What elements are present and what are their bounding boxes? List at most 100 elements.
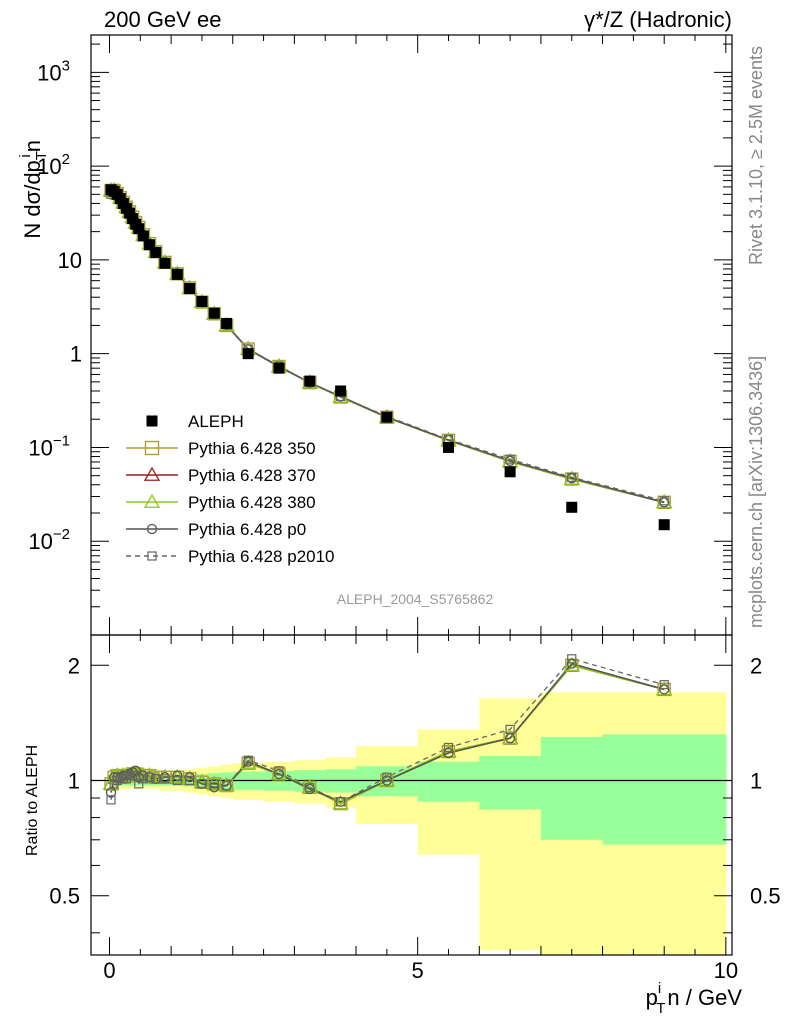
main-point-s5-26 <box>567 472 577 482</box>
main-y-tick-label-1: 10−1 <box>28 432 70 460</box>
legend-label-2: Pythia 6.428 370 <box>188 466 316 485</box>
main-point-s5-27 <box>659 496 669 506</box>
y-axis-title-main: N dσ/dpTin <box>17 140 50 239</box>
ratio-point-s3-9 <box>133 772 144 783</box>
ratio-point-s4-12 <box>151 774 161 784</box>
y-axis-title-ratio: Ratio to ALEPH <box>24 745 41 856</box>
ratio-point-s4-22 <box>336 797 346 807</box>
rivet-version-label: Rivet 3.1.10, ≥ 2.5M events <box>746 46 766 265</box>
legend-label-0: ALEPH <box>188 412 244 431</box>
legend-marker-0 <box>146 415 158 427</box>
ratio-point-s4-21 <box>305 782 315 792</box>
ratio-band-inner-26 <box>540 736 604 840</box>
x-title-main: p <box>646 985 658 1010</box>
ratio-point-s4-13 <box>160 774 170 784</box>
legend-marker-4 <box>146 523 158 535</box>
legend: ALEPH Pythia 6.428 350 Pythia 6.428 370 Pyt… <box>126 412 335 566</box>
watermark: ALEPH_2004_S5765862 <box>337 591 494 607</box>
ratio-band-outer-25 <box>479 698 542 951</box>
y-title-sup: i <box>17 154 34 157</box>
main-y-tick-label-3: 10 <box>58 248 82 273</box>
ratio-point-s4-19 <box>243 755 253 765</box>
main-point-s0-13 <box>159 257 171 269</box>
main-point-s0-10 <box>137 230 149 242</box>
ratio-point-s3-14 <box>172 770 183 781</box>
legend-label-5: Pythia 6.428 p2010 <box>188 547 335 566</box>
x-axis-title: pi Tn / GeV <box>646 980 743 1017</box>
y-title-end: n <box>20 140 45 152</box>
ratio-point-s4-0 <box>106 795 116 805</box>
ratio-point-s3-26 <box>566 658 577 669</box>
ratio-point-s4-26 <box>567 654 577 664</box>
svg-text:N dσ/dpTin: N dσ/dpTin <box>17 140 50 239</box>
main-point-s0-6 <box>124 207 136 219</box>
header-left: 200 GeV ee <box>104 7 221 32</box>
ratio-point-s4-18 <box>221 780 232 791</box>
legend-label-3: Pythia 6.428 380 <box>188 493 316 512</box>
ratio-point-s3-24 <box>443 747 454 759</box>
ratio-y-tick-label-right-0: 0.5 <box>750 884 781 909</box>
header-right: γ*/Z (Hadronic) <box>584 7 732 32</box>
ratio-band-inner-25 <box>479 755 542 810</box>
ratio-point-s3-8 <box>130 765 141 776</box>
ratio-point-s2-25 <box>501 729 519 745</box>
legend-label-1: Pythia 6.428 350 <box>188 439 316 458</box>
x-title-sub: T <box>656 1000 665 1017</box>
mcplots-label: mcplots.cern.ch [arXiv:1306.3436] <box>746 356 766 628</box>
ratio-point-s4-5 <box>121 774 132 784</box>
ratio-point-s4-15 <box>185 775 195 786</box>
legend-label-4: Pythia 6.428 p0 <box>188 520 306 539</box>
ratio-point-s4-14 <box>172 775 182 786</box>
main-panel-frame <box>90 34 733 636</box>
main-point-s0-23 <box>381 411 393 423</box>
ratio-panel: 0.5 0.5 1 1 2 2 0 5 10 <box>49 634 781 983</box>
ratio-point-s4-10 <box>138 774 148 784</box>
main-panel: 10−2 10−1 1 10 102 103 ALEPH_2004_S5765862 AL… <box>28 34 733 636</box>
legend-marker-5 <box>147 551 157 561</box>
legend-marker-1 <box>144 440 160 456</box>
ratio-band-inner-27 <box>602 734 727 845</box>
ratio-point-s4-27 <box>659 680 669 690</box>
main-point-s0-11 <box>144 239 156 251</box>
main-point-s0-27 <box>658 519 670 531</box>
x-title-end: n / GeV <box>667 985 742 1010</box>
main-point-s0-25 <box>504 466 516 478</box>
ratio-point-s4-1 <box>109 779 119 789</box>
ratio-point-s4-17 <box>209 779 219 789</box>
y-title-sub: T <box>33 151 50 160</box>
ratio-y-tick-label-left-2: 2 <box>68 653 80 678</box>
main-point-s0-24 <box>442 441 454 453</box>
main-point-s0-9 <box>133 223 145 235</box>
x-tick-label-1: 5 <box>412 958 424 983</box>
ratio-point-s2-26 <box>563 656 580 672</box>
y-title-main: N dσ/dp <box>20 160 45 238</box>
ratio-point-s4-20 <box>274 766 284 776</box>
ratio-point-s4-11 <box>144 772 155 782</box>
main-point-s0-12 <box>150 246 162 258</box>
main-point-s0-21 <box>304 375 316 387</box>
main-point-s0-7 <box>127 213 139 225</box>
main-point-s0-19 <box>242 348 254 360</box>
main-point-s0-20 <box>273 362 285 374</box>
ratio-y-tick-label-right-1: 1 <box>750 769 762 794</box>
main-y-tick-label-4: 102 <box>37 151 70 179</box>
ratio-point-s4-16 <box>197 779 207 789</box>
main-point-s0-18 <box>221 317 233 329</box>
ratio-point-s4-2 <box>112 775 122 786</box>
ratio-point-s4-24 <box>443 742 454 753</box>
main-point-s0-17 <box>208 307 220 319</box>
ratio-panel-frame <box>90 634 733 956</box>
ratio-y-tick-label-left-0: 0.5 <box>49 884 80 909</box>
legend-marker-2 <box>143 466 161 481</box>
main-y-tick-label-0: 10−2 <box>28 526 70 554</box>
x-tick-label-2: 10 <box>714 958 738 983</box>
legend-marker-3 <box>143 493 161 508</box>
main-point-s0-16 <box>196 295 208 307</box>
ratio-y-tick-label-right-2: 2 <box>750 653 762 678</box>
ratio-point-s3-27 <box>659 684 670 695</box>
x-tick-label-0: 0 <box>103 958 115 983</box>
ratio-point-s4-23 <box>382 772 392 782</box>
main-y-tick-label-2: 1 <box>70 342 82 367</box>
main-point-s0-14 <box>171 268 183 280</box>
